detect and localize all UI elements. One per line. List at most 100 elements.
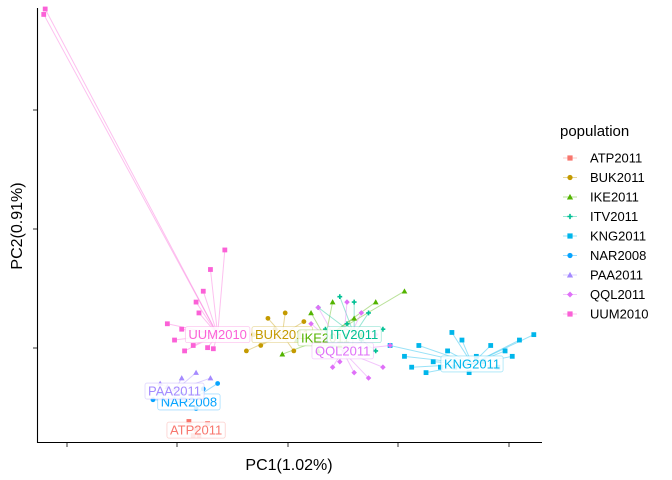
legend-item-ike2011: IKE2011: [563, 190, 639, 205]
point-buk2011: [243, 348, 249, 354]
axes: [33, 8, 542, 447]
label-text-atp2011: ATP2011: [170, 423, 222, 438]
point-uum2010: [205, 345, 210, 351]
label-buk2011: BUK2011: [251, 326, 314, 344]
point-kng2011: [449, 330, 455, 335]
legend-item-kng2011: KNG2011: [563, 229, 646, 244]
point-kng2011: [502, 348, 508, 354]
point-qql2011: [358, 310, 365, 316]
point-uum2010: [190, 343, 196, 348]
point-uum2010: [208, 267, 213, 272]
point-qql2011: [315, 304, 322, 311]
label-itv2011: ITV2011: [326, 326, 382, 344]
legend-label-buk2011: BUK2011: [590, 170, 645, 185]
point-paa2011: [178, 375, 185, 381]
legend-item-itv2011: ITV2011: [563, 209, 638, 224]
point-kng2011: [402, 353, 407, 359]
label-text-qql2011: QQL2011: [315, 343, 370, 358]
label-box-kng2011: [440, 355, 504, 373]
point-itv2011: [366, 310, 371, 316]
label-text-kng2011: KNG2011: [444, 356, 500, 371]
point-ike2011: [329, 299, 336, 305]
point-buk2011: [282, 310, 288, 316]
point-buk2011: [258, 343, 264, 348]
legend-key-kng2011: [567, 233, 573, 239]
point-nar2008: [215, 381, 221, 386]
point-uum2010: [42, 6, 48, 12]
point-kng2011: [517, 337, 522, 343]
label-uum2010: UUM2010: [184, 326, 251, 344]
legend-title: population: [560, 123, 629, 140]
label-text-itv2011: ITV2011: [330, 327, 378, 342]
data-points: [41, 6, 537, 438]
legend-key-qql2011: [567, 291, 573, 298]
label-qql2011: QQL2011: [311, 342, 374, 360]
legend-label-uum2010: UUM2010: [590, 307, 649, 322]
legend-key-atp2011: [567, 155, 573, 161]
point-qql2011: [351, 369, 357, 376]
spoke-uum2010: [217, 249, 226, 335]
legend-item-nar2008: NAR2008: [563, 248, 646, 263]
point-itv2011: [373, 348, 379, 354]
label-text-buk2011: BUK2011: [255, 327, 310, 342]
legend-key-buk2011: [567, 174, 573, 181]
legend-label-paa2011: PAA2011: [590, 268, 643, 283]
point-kng2011: [416, 343, 422, 348]
point-kng2011: [488, 343, 494, 348]
point-uum2010: [179, 326, 185, 332]
legend: population ATP2011 BUK2011 IKE2011 ITV2011 K…: [560, 123, 649, 322]
point-buk2011: [301, 319, 307, 325]
legend-label-kng2011: KNG2011: [590, 229, 646, 244]
point-kng2011: [438, 364, 443, 370]
legend-item-qql2011: QQL2011: [563, 287, 645, 302]
population-labels: ATP2011BUK2011IKE2011ITV2011KNG2011NAR20…: [144, 326, 504, 439]
point-ike2011: [279, 351, 286, 357]
legend-label-ike2011: IKE2011: [590, 190, 639, 205]
y-axis-title: PC2(0.91%): [9, 182, 26, 269]
point-kng2011: [445, 348, 450, 354]
legend-item-paa2011: PAA2011: [563, 268, 643, 283]
label-box-atp2011: [166, 421, 226, 439]
label-box-paa2011: [144, 382, 205, 400]
legend-key-itv2011: [567, 213, 573, 220]
legend-label-nar2008: NAR2008: [590, 248, 646, 263]
legend-key-ike2011: [566, 193, 574, 200]
point-uum2010: [193, 299, 199, 305]
point-uum2010: [182, 348, 187, 354]
legend-items: ATP2011 BUK2011 IKE2011 ITV2011 KNG2011 NAR20…: [563, 151, 649, 322]
y-axis-ticks: [33, 109, 37, 349]
point-atp2011: [186, 419, 192, 424]
point-kng2011: [409, 364, 415, 370]
x-axis-title: PC1(1.02%): [245, 457, 332, 474]
point-qql2011: [329, 364, 336, 370]
point-ike2011: [351, 315, 358, 321]
point-kng2011: [509, 353, 515, 359]
point-uum2010: [200, 288, 206, 294]
point-uum2010: [222, 247, 228, 253]
point-kng2011: [531, 332, 537, 338]
spoke-uum2010: [43, 14, 219, 335]
label-atp2011: ATP2011: [166, 421, 226, 439]
point-qql2011: [365, 375, 372, 381]
point-ike2011: [308, 310, 314, 316]
legend-key-nar2008: [567, 252, 573, 259]
label-paa2011: PAA2011: [144, 382, 205, 400]
plot-area: ATP2011BUK2011IKE2011ITV2011KNG2011NAR20…: [41, 6, 537, 439]
point-buk2011: [291, 348, 297, 354]
point-uum2010: [210, 346, 216, 352]
point-ike2011: [372, 299, 379, 305]
point-qql2011: [337, 359, 343, 365]
point-qql2011: [380, 364, 386, 370]
label-text-paa2011: PAA2011: [148, 384, 201, 399]
legend-key-uum2010: [567, 311, 573, 317]
legend-item-buk2011: BUK2011: [563, 170, 645, 185]
legend-label-atp2011: ATP2011: [590, 151, 642, 166]
legend-label-itv2011: ITV2011: [590, 209, 638, 224]
label-kng2011: KNG2011: [440, 355, 504, 373]
legend-item-uum2010: UUM2010: [563, 307, 649, 322]
point-uum2010: [41, 12, 47, 17]
point-itv2011: [344, 321, 350, 327]
point-qql2011: [387, 342, 393, 349]
point-uum2010: [196, 310, 202, 316]
